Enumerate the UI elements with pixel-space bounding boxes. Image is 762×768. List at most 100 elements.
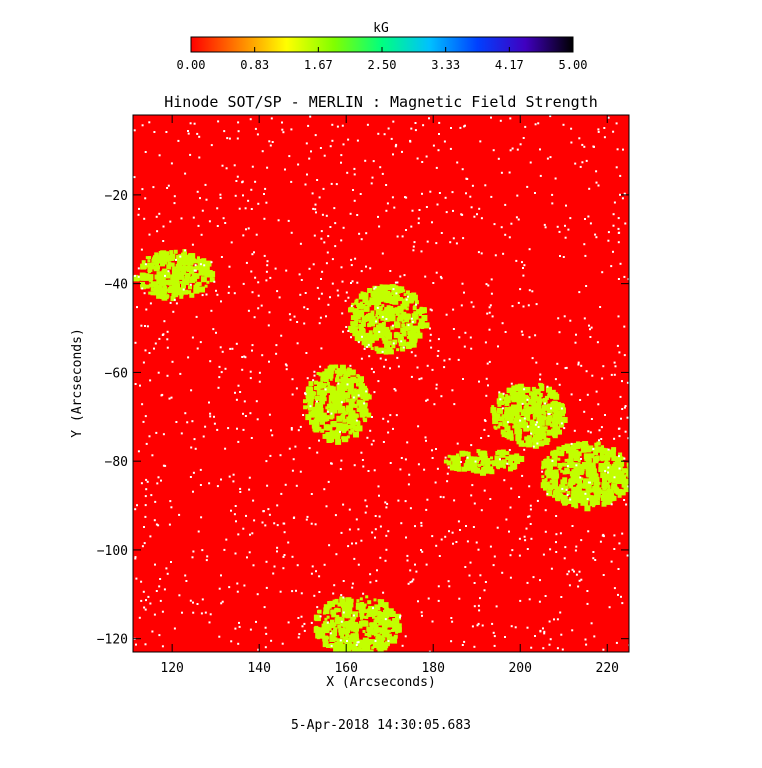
field-patch-cell	[552, 461, 557, 467]
field-patch-cell	[504, 425, 511, 432]
field-patch-cell	[471, 456, 478, 463]
noise-speckle	[580, 578, 583, 581]
noise-speckle	[284, 168, 286, 171]
field-patch-cell	[376, 324, 382, 331]
field-patch-cell	[346, 435, 350, 439]
field-patch-cell	[374, 286, 380, 292]
noise-speckle	[619, 262, 622, 265]
noise-speckle	[448, 585, 451, 588]
noise-speckle	[494, 254, 497, 257]
noise-speckle	[590, 622, 593, 625]
noise-speckle	[523, 448, 526, 451]
field-patch-cell	[156, 265, 160, 270]
noise-speckle	[598, 439, 600, 442]
noise-speckle	[594, 559, 597, 561]
x-tick-label: 160	[334, 661, 357, 676]
noise-speckle	[296, 321, 299, 323]
noise-speckle	[414, 129, 417, 132]
field-patch-cell	[343, 601, 349, 608]
field-patch-cell	[373, 625, 379, 631]
noise-speckle	[395, 143, 398, 146]
noise-speckle	[534, 635, 536, 637]
field-patch-cell	[571, 501, 578, 508]
noise-speckle	[399, 468, 402, 471]
field-patch-cell	[376, 629, 380, 633]
noise-speckle	[480, 217, 483, 220]
field-patch-cell	[342, 418, 347, 423]
noise-speckle	[374, 639, 377, 642]
noise-speckle	[404, 458, 407, 461]
field-patch-cell	[575, 486, 582, 493]
noise-speckle	[479, 597, 481, 600]
noise-speckle	[290, 427, 293, 429]
noise-speckle	[355, 419, 358, 422]
noise-speckle	[154, 563, 156, 566]
field-patch-cell	[332, 599, 338, 605]
field-patch-cell	[353, 378, 359, 384]
noise-speckle	[140, 580, 143, 583]
noise-speckle	[586, 498, 589, 500]
noise-speckle	[333, 584, 336, 587]
field-patch-cell	[183, 279, 190, 286]
noise-speckle	[210, 261, 213, 264]
field-patch-cell	[539, 428, 546, 434]
field-patch-cell	[601, 501, 607, 507]
noise-speckle	[347, 296, 350, 299]
field-patch-cell	[378, 347, 384, 353]
field-patch-cell	[546, 473, 552, 479]
field-patch-cell	[361, 413, 365, 417]
field-patch-cell	[536, 390, 540, 394]
noise-speckle	[499, 458, 501, 461]
noise-speckle	[253, 316, 256, 319]
noise-speckle	[452, 328, 455, 330]
field-patch-cell	[377, 610, 382, 615]
noise-speckle	[539, 373, 542, 376]
field-patch-cell	[414, 300, 419, 305]
field-patch-cell	[392, 298, 399, 305]
field-patch-cell	[501, 402, 504, 405]
field-patch-cell	[399, 347, 403, 351]
field-patch-cell	[179, 280, 183, 284]
noise-speckle	[487, 384, 489, 387]
noise-speckle	[281, 121, 283, 124]
noise-speckle	[350, 282, 352, 284]
field-patch-cell	[462, 466, 467, 472]
noise-speckle	[504, 233, 507, 236]
field-patch-cell	[341, 436, 345, 440]
noise-speckle	[266, 484, 269, 487]
field-patch-cell	[604, 454, 611, 461]
field-patch-cell	[356, 603, 362, 609]
field-patch-cell	[522, 408, 529, 415]
field-patch-cell	[392, 339, 398, 345]
noise-speckle	[252, 499, 255, 502]
field-patch-cell	[516, 386, 521, 392]
noise-speckle	[363, 402, 366, 405]
noise-speckle	[389, 414, 392, 417]
noise-speckle	[521, 333, 524, 336]
field-patch-cell	[360, 615, 364, 619]
noise-speckle	[414, 122, 417, 124]
noise-speckle	[542, 647, 545, 650]
field-patch-cell	[399, 337, 404, 342]
noise-speckle	[340, 401, 343, 404]
noise-speckle	[379, 357, 382, 360]
noise-speckle	[370, 443, 373, 446]
field-patch-cell	[621, 481, 628, 488]
field-patch-cell	[549, 479, 554, 484]
field-patch-cell	[170, 279, 174, 283]
noise-speckle	[282, 555, 285, 558]
noise-speckle	[485, 394, 488, 397]
field-patch-cell	[367, 600, 372, 605]
field-patch-cell	[209, 277, 215, 283]
field-patch-cell	[506, 407, 512, 413]
field-patch-cell	[553, 449, 560, 456]
noise-speckle	[190, 389, 193, 392]
noise-speckle	[271, 141, 274, 143]
field-patch-cell	[167, 261, 172, 266]
noise-speckle	[574, 549, 577, 552]
noise-speckle	[329, 226, 332, 228]
noise-speckle	[551, 202, 554, 205]
field-patch-cell	[384, 348, 391, 355]
noise-speckle	[483, 589, 486, 592]
noise-speckle	[251, 349, 253, 352]
